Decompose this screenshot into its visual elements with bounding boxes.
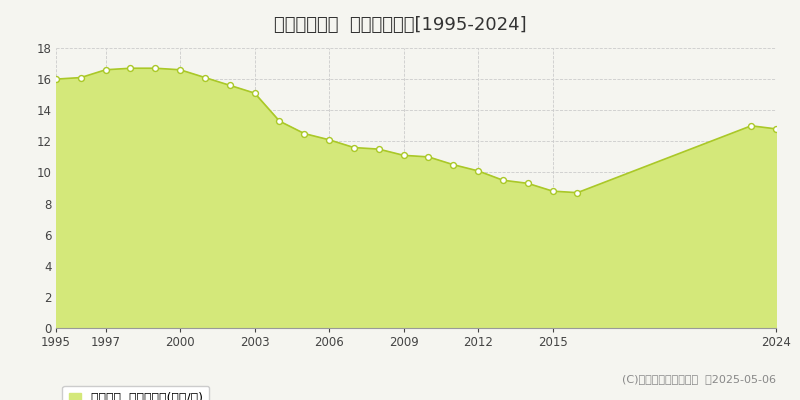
Point xyxy=(347,144,360,151)
Point xyxy=(397,152,410,158)
Text: (C)土地価格ドットコム  ゠2025-05-06: (C)土地価格ドットコム ゠2025-05-06 xyxy=(622,374,776,384)
Point xyxy=(322,136,335,143)
Point xyxy=(273,118,286,124)
Point xyxy=(497,177,510,184)
Point xyxy=(546,188,559,194)
Point xyxy=(149,65,162,72)
Point xyxy=(422,154,435,160)
Point xyxy=(74,74,87,81)
Point xyxy=(472,168,485,174)
Point xyxy=(124,65,137,72)
Text: 宇部市東須恵  公示地価推移[1995-2024]: 宇部市東須恵 公示地価推移[1995-2024] xyxy=(274,16,526,34)
Point xyxy=(174,66,186,73)
Point xyxy=(571,190,584,196)
Point xyxy=(522,180,534,186)
Point xyxy=(298,130,310,137)
Point xyxy=(223,82,236,88)
Point xyxy=(745,122,758,129)
Point xyxy=(248,90,261,96)
Point xyxy=(372,146,385,152)
Point xyxy=(198,74,211,81)
Point xyxy=(770,126,782,132)
Legend: 公示地価  平均嵪単価(万円/嵪): 公示地価 平均嵪単価(万円/嵪) xyxy=(62,386,210,400)
Point xyxy=(50,76,62,82)
Point xyxy=(447,162,460,168)
Point xyxy=(99,66,112,73)
